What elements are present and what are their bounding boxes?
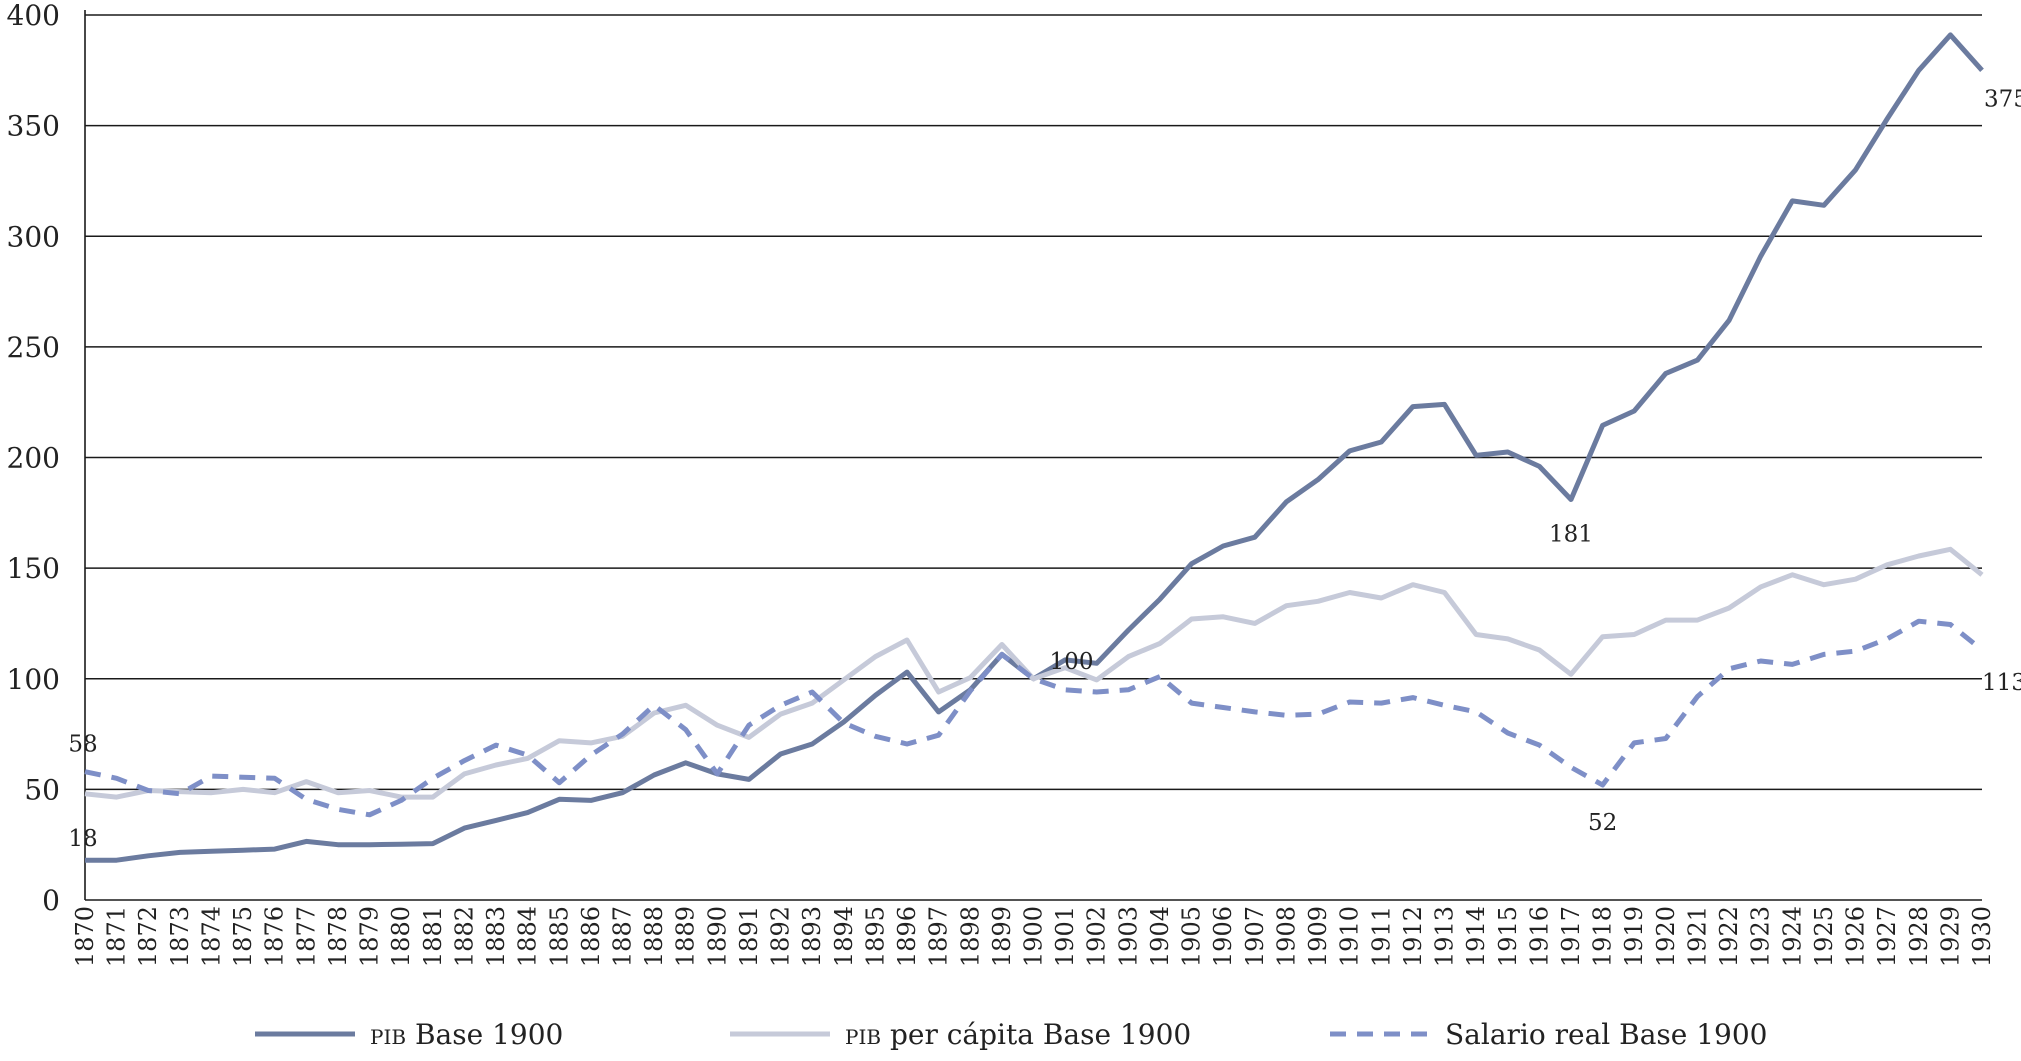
data-label: 58 bbox=[68, 732, 97, 758]
x-tick-label: 1873 bbox=[166, 906, 194, 967]
data-label: 100 bbox=[1050, 649, 1094, 675]
data-label: 113 bbox=[1982, 670, 2021, 696]
x-tick-label: 1883 bbox=[482, 906, 510, 967]
x-tick-label: 1904 bbox=[1146, 906, 1174, 967]
x-tick-label: 1901 bbox=[1051, 906, 1079, 967]
legend-label-prefix: pib bbox=[845, 1018, 881, 1051]
x-tick-label: 1892 bbox=[767, 906, 795, 967]
series-line-1 bbox=[84, 546, 1984, 800]
x-tick-label: 1900 bbox=[1020, 906, 1048, 967]
x-tick-label: 1882 bbox=[450, 906, 478, 967]
y-tick-label: 300 bbox=[7, 220, 60, 253]
data-label: 18 bbox=[68, 826, 97, 852]
x-tick-label: 1911 bbox=[1367, 906, 1395, 967]
x-tick-label: 1874 bbox=[197, 906, 225, 967]
y-tick-label: 200 bbox=[7, 442, 60, 475]
legend-label-text: per cápita Base 1900 bbox=[881, 1018, 1191, 1051]
x-tick-label: 1926 bbox=[1842, 906, 1870, 967]
x-tick-label: 1927 bbox=[1873, 906, 1901, 967]
data-label: 181 bbox=[1549, 522, 1593, 548]
x-tick-label: 1905 bbox=[1178, 906, 1206, 967]
y-tick-label: 250 bbox=[7, 331, 60, 364]
axes bbox=[84, 10, 1982, 901]
x-tick-label: 1902 bbox=[1083, 906, 1111, 967]
x-tick-label: 1886 bbox=[577, 906, 605, 967]
x-tick-label: 1893 bbox=[798, 906, 826, 967]
x-tick-label: 1870 bbox=[71, 906, 99, 967]
x-tick-label: 1907 bbox=[1241, 906, 1269, 967]
x-tick-label: 1913 bbox=[1431, 906, 1459, 967]
y-tick-label: 100 bbox=[7, 663, 60, 696]
legend-label-2: Salario real Base 1900 bbox=[1445, 1018, 1768, 1051]
x-tick-label: 1920 bbox=[1652, 906, 1680, 967]
x-tick-label: 1919 bbox=[1620, 906, 1648, 967]
x-tick-label: 1918 bbox=[1589, 906, 1617, 967]
legend-label-prefix: pib bbox=[370, 1018, 406, 1051]
series-lines bbox=[84, 32, 1984, 863]
x-tick-label: 1922 bbox=[1715, 906, 1743, 967]
y-tick-label: 400 bbox=[7, 0, 60, 32]
data-label: 52 bbox=[1588, 810, 1617, 836]
x-tick-label: 1912 bbox=[1399, 906, 1427, 967]
y-tick-label: 350 bbox=[7, 110, 60, 143]
x-tick-label: 1884 bbox=[514, 906, 542, 967]
data-label: 375 bbox=[1984, 86, 2021, 112]
x-tick-label: 1916 bbox=[1525, 906, 1553, 967]
x-tick-label: 1924 bbox=[1778, 906, 1806, 967]
x-tick-label: 1925 bbox=[1810, 906, 1838, 967]
legend-label-text: Base 1900 bbox=[406, 1018, 563, 1051]
x-tick-label: 1929 bbox=[1936, 906, 1964, 967]
x-tick-label: 1885 bbox=[545, 906, 573, 967]
series-line-2 bbox=[84, 618, 1984, 818]
x-tick-label: 1881 bbox=[419, 906, 447, 967]
x-tick-label: 1917 bbox=[1557, 906, 1585, 967]
x-tick-label: 1928 bbox=[1905, 906, 1933, 967]
data-annotations: 58 18 100 181 52 375 113 bbox=[68, 86, 2021, 852]
y-tick-label: 50 bbox=[24, 773, 60, 806]
x-tick-label: 1923 bbox=[1747, 906, 1775, 967]
x-tick-label: 1880 bbox=[387, 906, 415, 967]
x-tick-label: 1899 bbox=[988, 906, 1016, 967]
x-tick-label: 1909 bbox=[1304, 906, 1332, 967]
x-tick-label: 1903 bbox=[1114, 906, 1142, 967]
x-tick-label: 1897 bbox=[925, 906, 953, 967]
x-tick-label: 1930 bbox=[1968, 906, 1996, 967]
y-tick-label: 0 bbox=[42, 884, 60, 917]
series-line-0 bbox=[85, 32, 1984, 863]
x-tick-label: 1879 bbox=[356, 906, 384, 967]
x-tick-labels: 1870 1871 1872 1873 1874 1875 1876 1877 1878 1879… bbox=[71, 906, 1996, 967]
x-tick-label: 1915 bbox=[1494, 906, 1522, 967]
x-tick-label: 1896 bbox=[893, 906, 921, 967]
x-tick-label: 1895 bbox=[861, 906, 889, 967]
x-tick-label: 1875 bbox=[229, 906, 257, 967]
legend-label-0: pib Base 1900 bbox=[370, 1018, 563, 1051]
legend-label-1: pib per cápita Base 1900 bbox=[845, 1018, 1191, 1051]
legend: pib Base 1900 pib per cápita Base 1900 Sal… bbox=[255, 1018, 1768, 1051]
x-tick-label: 1910 bbox=[1336, 906, 1364, 967]
y-tick-label: 150 bbox=[7, 552, 60, 585]
x-tick-label: 1887 bbox=[608, 906, 636, 967]
x-tick-label: 1891 bbox=[735, 906, 763, 967]
x-tick-label: 1877 bbox=[292, 906, 320, 967]
x-tick-label: 1890 bbox=[703, 906, 731, 967]
x-tick-label: 1872 bbox=[134, 906, 162, 967]
x-tick-label: 1921 bbox=[1683, 906, 1711, 967]
x-tick-label: 1878 bbox=[324, 906, 352, 967]
x-tick-label: 1871 bbox=[103, 906, 131, 967]
x-tick-label: 1876 bbox=[261, 906, 289, 967]
x-tick-label: 1894 bbox=[830, 906, 858, 967]
x-tick-label: 1906 bbox=[1209, 906, 1237, 967]
gridlines bbox=[85, 14, 1982, 791]
x-tick-label: 1889 bbox=[672, 906, 700, 967]
y-tick-labels: 0 50 100 150 200 250 300 350 400 bbox=[7, 0, 60, 917]
legend-label-text: Salario real Base 1900 bbox=[1445, 1018, 1768, 1051]
x-tick-label: 1888 bbox=[640, 906, 668, 967]
x-tick-label: 1898 bbox=[956, 906, 984, 967]
x-tick-label: 1908 bbox=[1272, 906, 1300, 967]
x-tick-label: 1914 bbox=[1462, 906, 1490, 967]
